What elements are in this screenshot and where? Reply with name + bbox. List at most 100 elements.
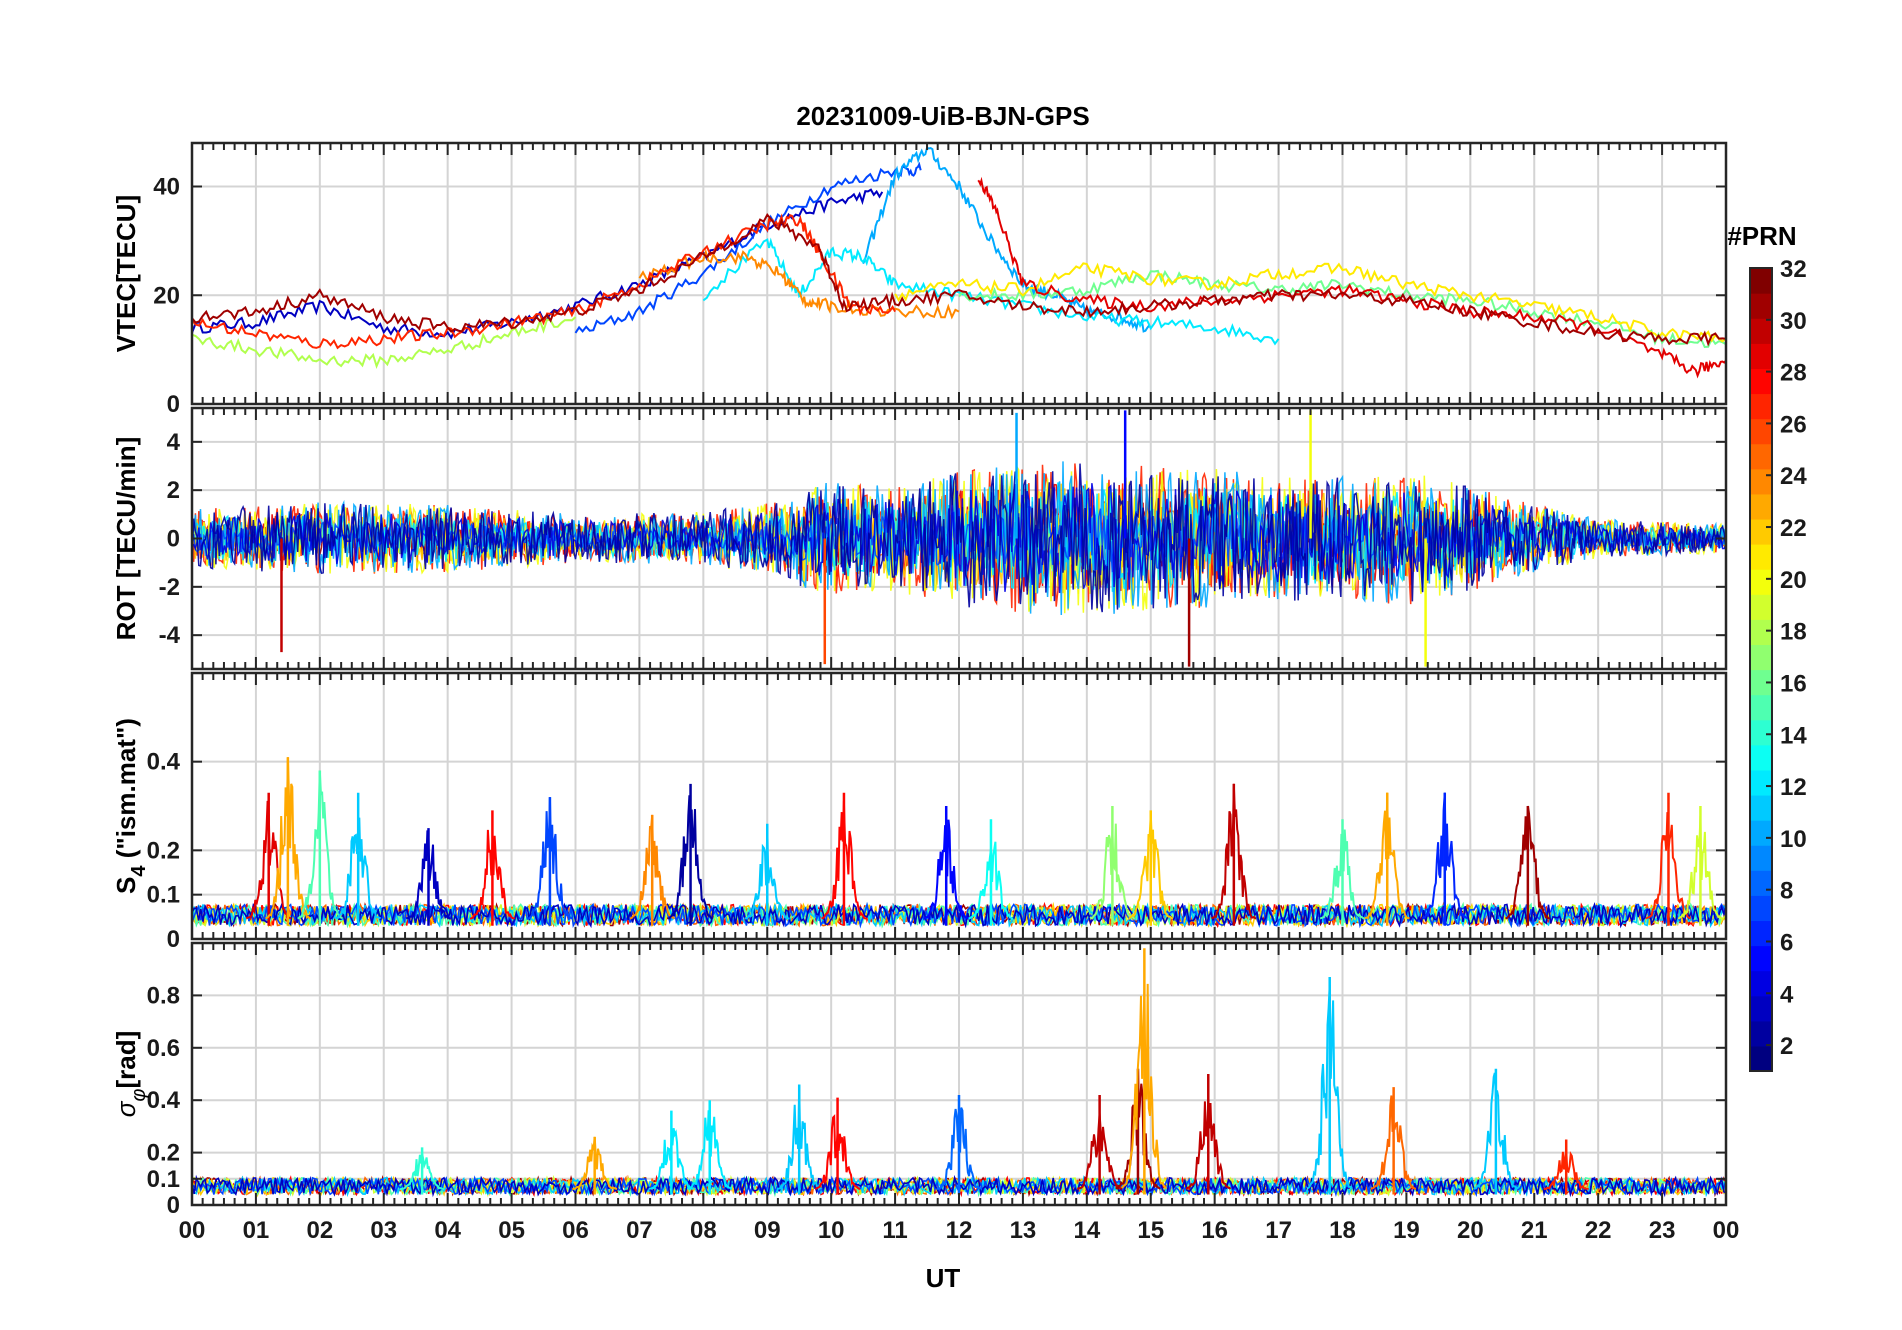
colorbar-tick-label: 26: [1780, 411, 1807, 438]
colorbar-segment: [1750, 544, 1772, 570]
colorbar-segment: [1750, 318, 1772, 344]
y-tick-label: 0.2: [147, 1140, 180, 1167]
y-tick-label: -2: [159, 574, 180, 601]
y-tick-label: 0.6: [147, 1035, 180, 1062]
colorbar-segment: [1750, 895, 1772, 922]
series-group: [192, 948, 1726, 1198]
vtec-series-prn-31: [192, 213, 1726, 347]
s4-peak-prn-7: [527, 797, 573, 920]
colorbar-segment: [1750, 343, 1772, 369]
colorbar-segment: [1750, 920, 1772, 947]
s4-baseline-prn-3: [192, 902, 1726, 929]
colorbar-segment: [1750, 744, 1772, 771]
colorbar-segment: [1750, 970, 1772, 997]
y-axis-label-main: σ: [111, 1100, 141, 1117]
colorbar-segment: [1750, 820, 1772, 846]
colorbar-label: #PRN: [1727, 221, 1796, 251]
x-tick-label: 10: [818, 1217, 845, 1244]
y-tick-label: 0: [167, 391, 180, 418]
colorbar-tick-label: 22: [1780, 515, 1807, 542]
panel-rot: -4 -2 0 2 4 ROT [TECU/min]: [111, 406, 1728, 671]
y-tick-label: 4: [167, 429, 181, 456]
colorbar-segment: [1750, 518, 1772, 545]
colorbar-segment: [1750, 443, 1772, 470]
x-tick-label: 19: [1393, 1217, 1420, 1244]
vtec-series-prn-21: [894, 262, 1726, 343]
colorbar-tick-label: 4: [1780, 981, 1794, 1008]
x-tick-label: 13: [1010, 1217, 1037, 1244]
vtec-series-prn-18: [192, 316, 577, 370]
colorbar-tick-label: 20: [1780, 567, 1807, 594]
colorbar-tick-label: 6: [1780, 929, 1793, 956]
colorbar-segment: [1750, 619, 1772, 646]
colorbar-segment: [1750, 845, 1772, 871]
panel-vtec: 0 20 40 VTEC[TECU]: [111, 141, 1728, 418]
colorbar-tick-label: 14: [1780, 722, 1807, 749]
series-group: [192, 410, 1726, 667]
rot-series-prn-2: [192, 463, 1726, 613]
colorbar-segment: [1750, 268, 1772, 294]
y-axis-label-rest: [rad]: [111, 1031, 141, 1089]
chart-title: 20231009-UiB-BJN-GPS: [796, 101, 1089, 131]
colorbar-segment: [1750, 1020, 1772, 1047]
colorbar-segment: [1750, 769, 1772, 796]
x-tick-label: 17: [1265, 1217, 1292, 1244]
x-tick-label: 09: [754, 1217, 781, 1244]
x-axis-label: UT: [926, 1263, 961, 1293]
x-tick-label: 23: [1649, 1217, 1676, 1244]
colorbar-segment: [1750, 794, 1772, 821]
x-tick-label: 22: [1585, 1217, 1612, 1244]
series-group: [192, 146, 1726, 379]
x-tick-label: 08: [690, 1217, 717, 1244]
colorbar-segment: [1750, 694, 1772, 721]
colorbar-segment: [1750, 418, 1772, 445]
colorbar-tick-label: 16: [1780, 670, 1807, 697]
vtec-series-prn-29: [977, 176, 1726, 379]
y-axis-label-main: S: [111, 877, 141, 894]
y-axis-label: S4 ("ism.mat"): [111, 718, 150, 894]
x-tick-label: 18: [1329, 1217, 1356, 1244]
x-tick-label: 06: [562, 1217, 589, 1244]
colorbar-tick-label: 18: [1780, 619, 1807, 646]
colorbar-segment: [1750, 393, 1772, 420]
y-tick-label: 0.2: [147, 837, 180, 864]
y-axis-label: σφ[rad]: [111, 1031, 150, 1118]
y-tick-label: 0.1: [147, 882, 180, 909]
x-tick-label: 01: [243, 1217, 270, 1244]
y-axis-label-rest: ("ism.mat"): [111, 718, 141, 865]
y-axis-label: VTEC[TECU]: [111, 195, 141, 352]
y-tick-label: 0.4: [147, 749, 181, 776]
series-group: [192, 757, 1726, 929]
x-tick-label: 04: [434, 1217, 461, 1244]
y-tick-label: 0: [167, 1192, 180, 1219]
y-axis-label-sub: φ: [128, 1089, 150, 1102]
colorbar-tick-label: 30: [1780, 308, 1807, 335]
colorbar-segment: [1750, 594, 1772, 620]
colorbar-tick-label: 12: [1780, 774, 1807, 801]
colorbar-frame: [1749, 267, 1773, 1072]
x-tick-label: 03: [370, 1217, 397, 1244]
s4-peak-prn-15: [297, 770, 343, 920]
s4-peak-prn-30: [1210, 783, 1257, 920]
x-tick-label: 00: [179, 1217, 206, 1244]
y-tick-label: 20: [153, 282, 180, 309]
colorbar-tick-label: 8: [1780, 878, 1793, 905]
colorbar-tick-label: 2: [1780, 1033, 1793, 1060]
colorbar-tick-label: 28: [1780, 360, 1807, 387]
y-tick-label: 0: [167, 526, 180, 553]
colorbar-segment: [1750, 468, 1772, 495]
x-tick-label: 02: [306, 1217, 333, 1244]
x-tick-label: 11: [882, 1217, 907, 1244]
colorbar-segment: [1750, 1045, 1772, 1072]
x-tick-label: 21: [1521, 1217, 1548, 1244]
panel-sigma_phi: 00.10.2 0.4 0.6 0.8 σφ[rad]: [111, 941, 1728, 1219]
colorbar-segment: [1750, 368, 1772, 395]
colorbar-segment: [1750, 493, 1772, 520]
y-tick-label: 2: [167, 477, 180, 504]
colorbar-segment: [1750, 644, 1772, 671]
x-axis: 00 01 02 03 04 05 06 07 08 09 10 11 12 13 14 15 16 17 18 19…: [179, 1217, 1740, 1244]
colorbar-segment: [1750, 669, 1772, 696]
colorbar-segment: [1750, 995, 1772, 1022]
